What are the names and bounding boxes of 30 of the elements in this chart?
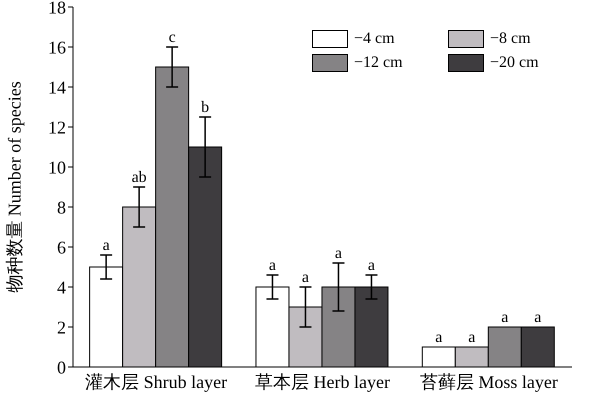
y-tick-label: 10 xyxy=(48,157,66,178)
y-tick-label: 4 xyxy=(57,277,66,298)
y-tick-label: 8 xyxy=(57,197,66,218)
x-tick-label: 苔藓层 Moss layer xyxy=(420,372,558,392)
x-tick-label: 灌木层 Shrub layer xyxy=(85,372,228,392)
data-label: a xyxy=(501,309,508,326)
data-label: a xyxy=(534,309,542,326)
data-label: a xyxy=(268,257,276,274)
legend-label: −12 cm xyxy=(354,54,403,72)
legend-label: −20 cm xyxy=(490,54,539,72)
data-label: b xyxy=(201,99,210,116)
legend-label: −8 cm xyxy=(490,30,531,48)
data-label: a xyxy=(435,329,442,346)
y-tick-label: 2 xyxy=(57,317,66,338)
y-axis-title: 物种数量 Number of species xyxy=(4,81,24,293)
y-tick-label: 6 xyxy=(57,237,66,258)
legend-label: −4 cm xyxy=(354,30,395,48)
data-label: a xyxy=(302,269,310,286)
y-tick-label: 16 xyxy=(48,37,66,58)
data-label: c xyxy=(168,29,176,46)
data-label: a xyxy=(368,257,376,274)
data-label: a xyxy=(102,237,110,254)
data-label: ab xyxy=(132,169,147,186)
y-tick-label: 18 xyxy=(48,0,66,18)
y-tick-label: 12 xyxy=(48,117,66,138)
data-label: a xyxy=(468,329,476,346)
y-tick-label: 14 xyxy=(48,77,66,98)
data-label: a xyxy=(334,245,342,262)
y-tick-label: 0 xyxy=(57,357,66,378)
x-tick-label: 草本层 Herb layer xyxy=(255,372,390,392)
